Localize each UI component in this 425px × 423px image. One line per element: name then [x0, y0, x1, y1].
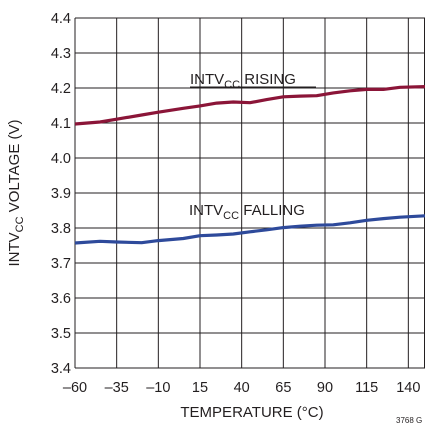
y-tick-labels: 3.4 3.5 3.6 3.7 3.8 3.9 4.0 4.1 4.2 4.3 4.4 — [51, 11, 71, 377]
series-label-falling: INTVCC FALLING — [189, 202, 305, 222]
y-tick-label: 4.3 — [51, 46, 71, 62]
series-line-rising — [74, 85, 425, 126]
figure-id: 3768 G — [396, 416, 422, 423]
x-tick-label: 65 — [275, 380, 291, 396]
x-tick-label: 115 — [355, 380, 378, 396]
series-line-falling — [74, 214, 425, 245]
x-tick-label: 15 — [192, 380, 208, 396]
y-tick-label: 4.1 — [51, 116, 71, 132]
y-tick-label: 3.6 — [51, 291, 71, 307]
y-tick-label: 3.8 — [51, 221, 71, 237]
x-tick-label: –10 — [146, 380, 170, 396]
y-tick-label: 3.5 — [51, 326, 71, 342]
x-tick-labels: –60 –35 –10 15 40 65 90 115 140 — [63, 380, 421, 396]
x-axis-title: TEMPERATURE (°C) — [180, 404, 323, 421]
y-tick-label: 3.9 — [51, 186, 71, 202]
y-tick-label: 4.0 — [51, 151, 71, 167]
x-tick-label: 40 — [234, 380, 250, 396]
y-tick-label: 4.4 — [51, 11, 71, 27]
y-tick-label: 3.7 — [51, 256, 71, 272]
y-tick-label: 3.4 — [51, 361, 71, 377]
x-tick-label: –35 — [105, 380, 129, 396]
series-label-rising: INTVCC RISING — [190, 71, 296, 91]
x-tick-label: 90 — [317, 380, 333, 396]
y-tick-label: 4.2 — [51, 81, 71, 97]
y-axis-title: INTVCC VOLTAGE (V) — [6, 119, 26, 266]
x-tick-label: –60 — [63, 380, 87, 396]
grid — [74, 17, 425, 369]
x-tick-label: 140 — [396, 380, 420, 396]
series-group — [74, 85, 425, 245]
